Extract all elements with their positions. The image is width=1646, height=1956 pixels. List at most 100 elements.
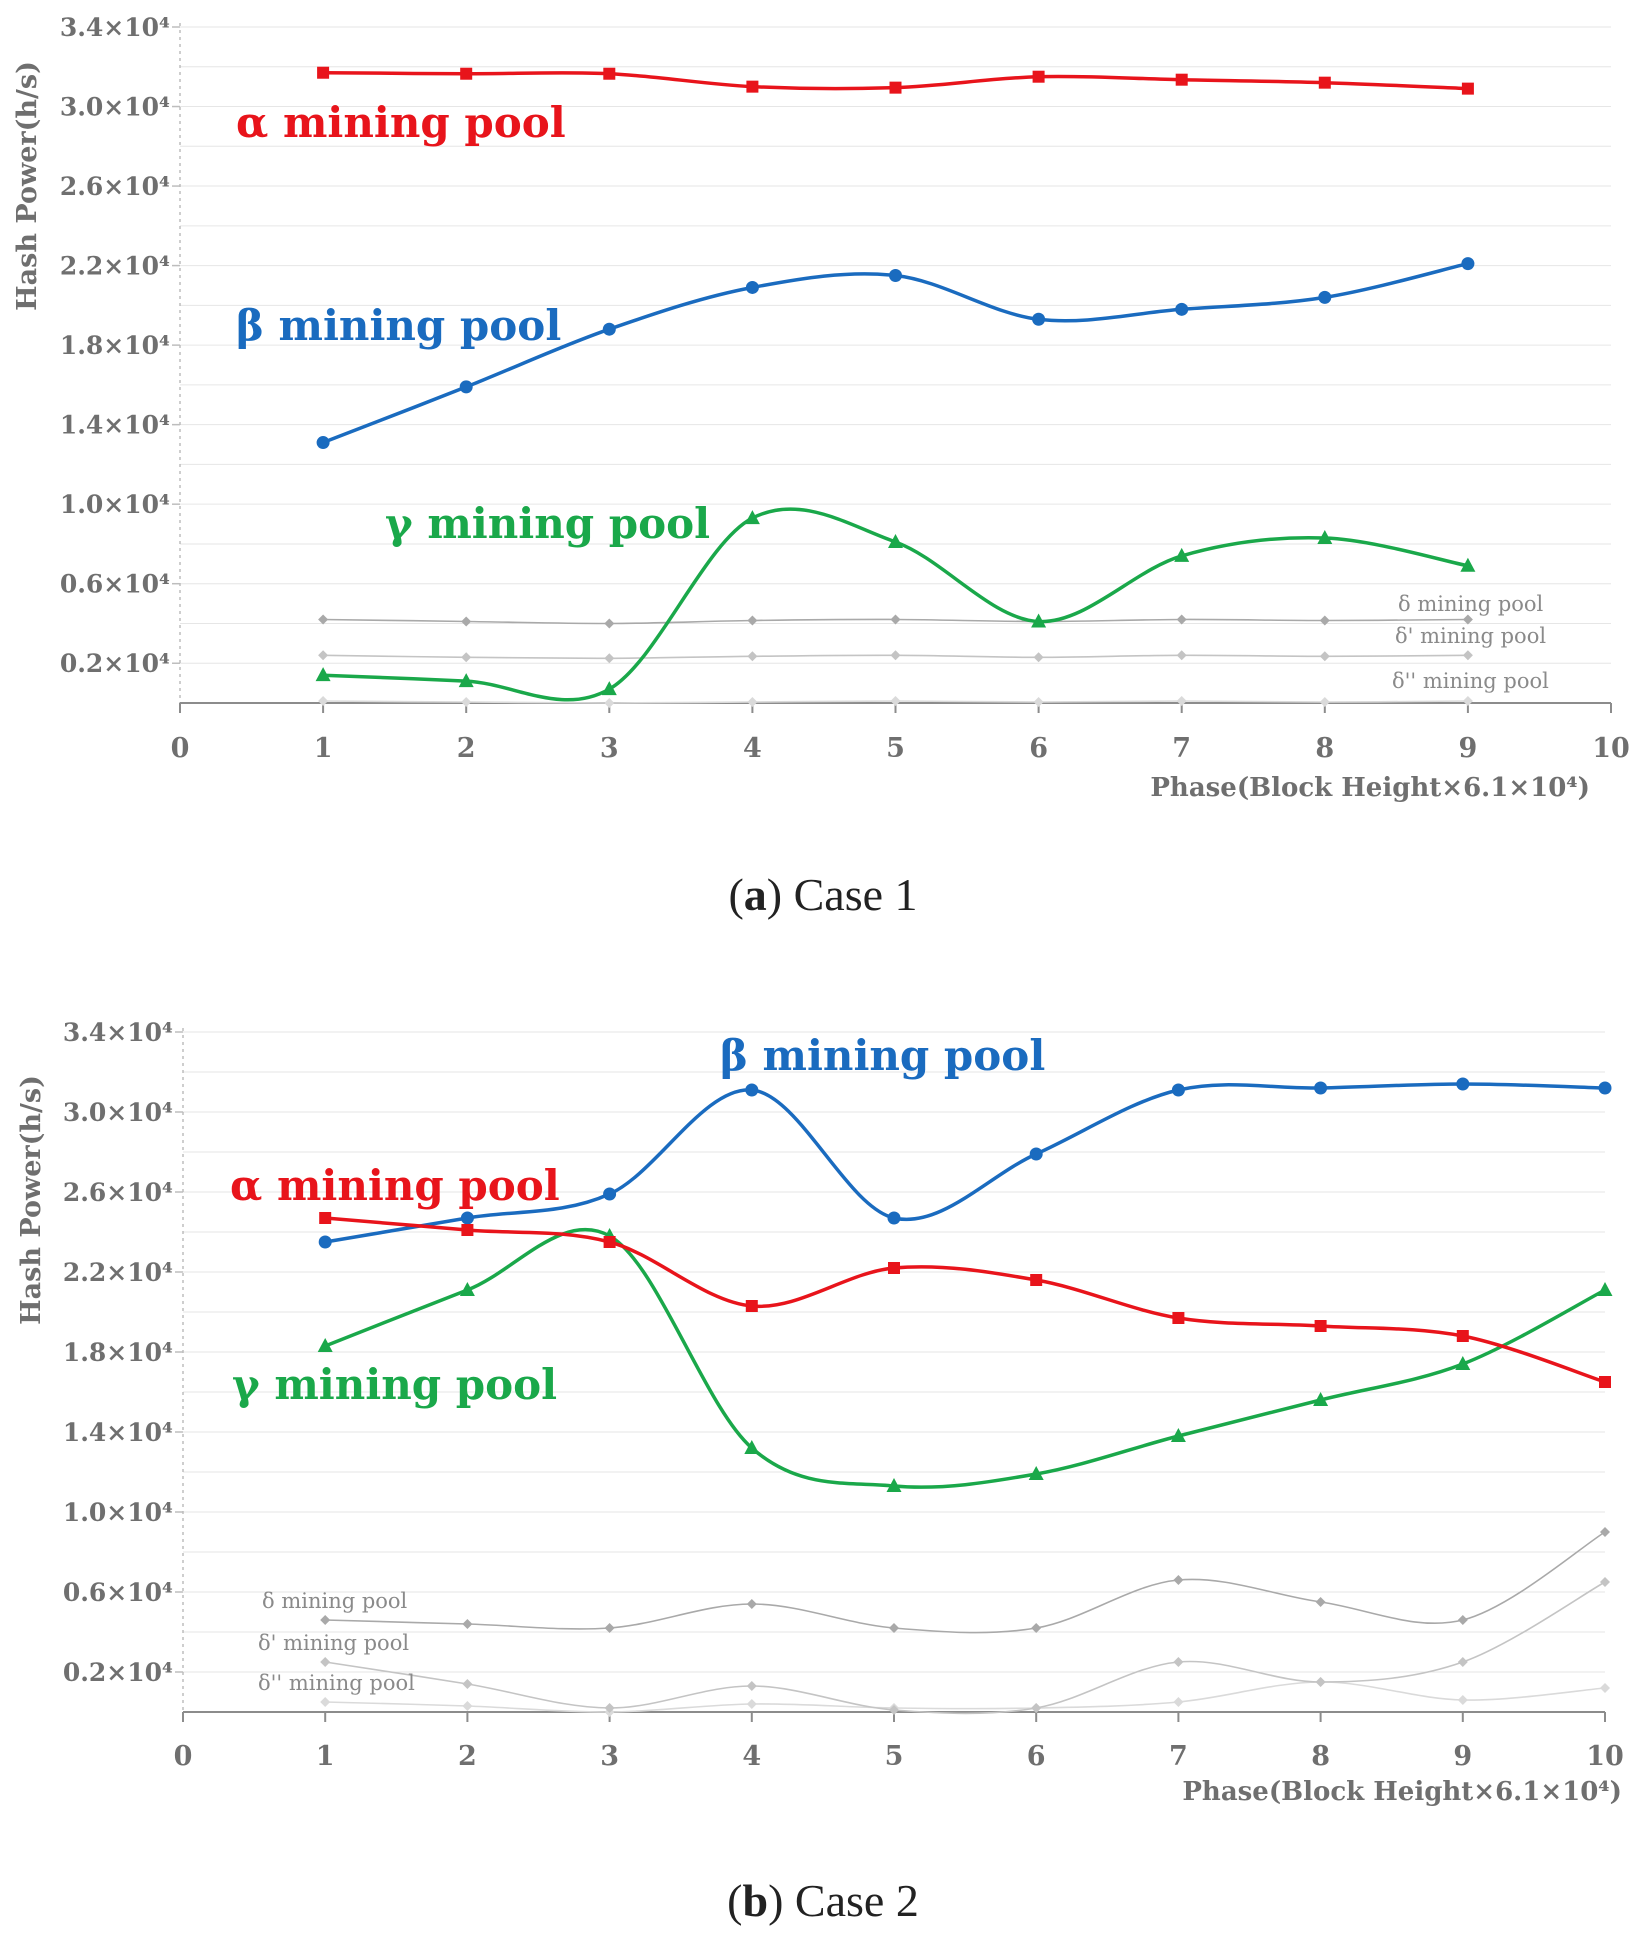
y-tick-label: 0.2×10⁴ — [63, 1658, 173, 1687]
data-point-delta1 — [461, 652, 472, 663]
data-point-gamma — [886, 1478, 902, 1492]
data-point-delta2 — [604, 698, 615, 708]
caption-text-a: Case 1 — [793, 869, 918, 920]
data-point-beta — [1461, 257, 1475, 271]
data-point-gamma — [459, 1282, 475, 1296]
data-point-delta1 — [320, 1657, 331, 1667]
data-point-beta — [460, 1211, 474, 1225]
data-point-delta2 — [462, 1701, 473, 1711]
y-tick-label: 1.8×10⁴ — [63, 1338, 173, 1367]
data-point-delta — [747, 615, 758, 626]
data-point-delta1 — [1315, 1677, 1326, 1687]
data-point-beta — [1171, 1083, 1185, 1097]
data-point-gamma — [744, 510, 760, 525]
label-beta-pool-a: β mining pool — [236, 301, 561, 350]
data-point-delta1 — [318, 650, 329, 661]
data-point-delta1 — [1457, 1657, 1468, 1667]
data-point-alpha — [1456, 1330, 1469, 1342]
y-tick-label: 3.4×10⁴ — [63, 1018, 173, 1047]
label-delta2-pool-a: δ'' mining pool — [1392, 669, 1549, 693]
x-tick-label: 9 — [1453, 1741, 1472, 1772]
x-tick-label: 4 — [743, 733, 762, 764]
data-point-delta2 — [1319, 697, 1330, 708]
caption-tag-b: b — [742, 1875, 769, 1926]
data-point-delta1 — [1600, 1577, 1610, 1587]
x-tick-label: 10 — [1592, 733, 1630, 764]
series-line-beta — [324, 1082, 1606, 1244]
data-point-delta1 — [1176, 650, 1187, 661]
y-tick-label: 0.2×10⁴ — [60, 649, 170, 678]
data-point-alpha — [319, 1212, 332, 1224]
y-tick-label: 1.4×10⁴ — [60, 411, 170, 440]
data-point-gamma — [1313, 1392, 1329, 1406]
data-point-beta — [745, 1083, 759, 1097]
data-point-delta2 — [1033, 697, 1044, 708]
series-line-gamma — [324, 1228, 1606, 1489]
data-point-beta — [889, 269, 902, 283]
data-point-delta1 — [890, 650, 901, 661]
label-delta1-pool-a: δ' mining pool — [1395, 624, 1546, 648]
data-point-delta — [604, 618, 615, 629]
data-point-delta — [320, 1615, 331, 1625]
data-point-delta2 — [747, 697, 758, 708]
data-point-gamma — [458, 673, 474, 688]
data-point-alpha — [1599, 1376, 1611, 1388]
data-point-beta — [316, 436, 330, 450]
chart-case-1: 0 1 2 3 4 5 6 7 8 9 10 0.2×10⁴ 0.6×10⁴ 1.0×10⁴ 1.4×10⁴… — [12, 13, 1630, 803]
series-line-delta2 — [325, 1681, 1606, 1713]
data-point-delta — [1462, 614, 1473, 625]
data-point-gamma — [1028, 1466, 1044, 1480]
data-point-delta1 — [1033, 652, 1044, 663]
data-point-delta — [1031, 1623, 1042, 1633]
data-point-delta2 — [1600, 1683, 1610, 1693]
x-tick-label: 5 — [885, 1741, 904, 1772]
y-tick-label: 1.0×10⁴ — [63, 1498, 173, 1527]
data-point-alpha — [603, 1236, 616, 1248]
data-point-delta — [889, 1623, 899, 1633]
data-point-beta — [318, 1235, 332, 1249]
data-point-beta — [1314, 1081, 1328, 1095]
x-tick-label: 3 — [600, 733, 619, 764]
data-point-gamma — [744, 1440, 760, 1454]
data-point-gamma — [315, 667, 331, 682]
x-axis-title-b: Phase(Block Height×6.1×10⁴) — [1182, 1777, 1622, 1807]
x-tick-label: 7 — [1169, 1741, 1188, 1772]
data-point-beta — [1318, 290, 1332, 304]
chart-panel-case-2: 0 1 2 3 4 5 6 7 8 9 10 0.2×10⁴ 0.6×10⁴ 1.0×10⁴ 1.4×10⁴… — [0, 1000, 1646, 1956]
caption-tag-a: a — [743, 869, 767, 920]
x-tick-label: 6 — [1029, 733, 1048, 764]
caption-case-1: (a) Case 1 — [728, 869, 918, 920]
data-point-alpha — [1175, 73, 1188, 86]
y-tick-label: 0.6×10⁴ — [63, 1578, 173, 1607]
data-point-alpha — [1172, 1312, 1185, 1324]
data-point-delta1 — [746, 1681, 757, 1691]
data-point-delta2 — [318, 696, 329, 707]
label-beta-pool-b: β mining pool — [720, 1031, 1045, 1080]
data-point-gamma — [1317, 529, 1333, 544]
y-tick-label: 3.0×10⁴ — [63, 1098, 173, 1127]
data-point-delta2 — [1176, 696, 1187, 707]
data-point-delta — [461, 616, 472, 627]
x-axis-title-a: Phase(Block Height×6.1×10⁴) — [1150, 773, 1590, 803]
caption-text-b: Case 2 — [794, 1875, 919, 1926]
x-tick-label: 2 — [458, 1741, 477, 1772]
y-tick-label: 2.2×10⁴ — [63, 1258, 173, 1287]
chart-panel-case-1: 0 1 2 3 4 5 6 7 8 9 10 0.2×10⁴ 0.6×10⁴ 1.0×10⁴ 1.4×10⁴… — [0, 0, 1646, 960]
y-tick-label: 1.0×10⁴ — [60, 490, 170, 519]
label-delta2-pool-b: δ'' mining pool — [258, 1671, 415, 1695]
data-point-beta — [887, 1211, 901, 1225]
data-point-beta — [1456, 1077, 1470, 1091]
data-point-beta — [459, 380, 473, 394]
data-point-delta — [1457, 1615, 1468, 1625]
x-tick-label: 0 — [174, 1741, 193, 1772]
label-delta-pool-b: δ mining pool — [262, 1589, 408, 1613]
series-line-alpha — [325, 1216, 1606, 1384]
data-point-delta — [604, 1623, 615, 1633]
data-point-delta1 — [604, 653, 615, 664]
data-point-delta1 — [1031, 1703, 1042, 1713]
data-point-delta — [318, 614, 329, 625]
data-point-alpha — [745, 1300, 758, 1312]
x-tick-label: 10 — [1586, 1741, 1624, 1772]
y-tick-label: 3.4×10⁴ — [60, 13, 170, 42]
data-point-delta — [1315, 1597, 1326, 1607]
